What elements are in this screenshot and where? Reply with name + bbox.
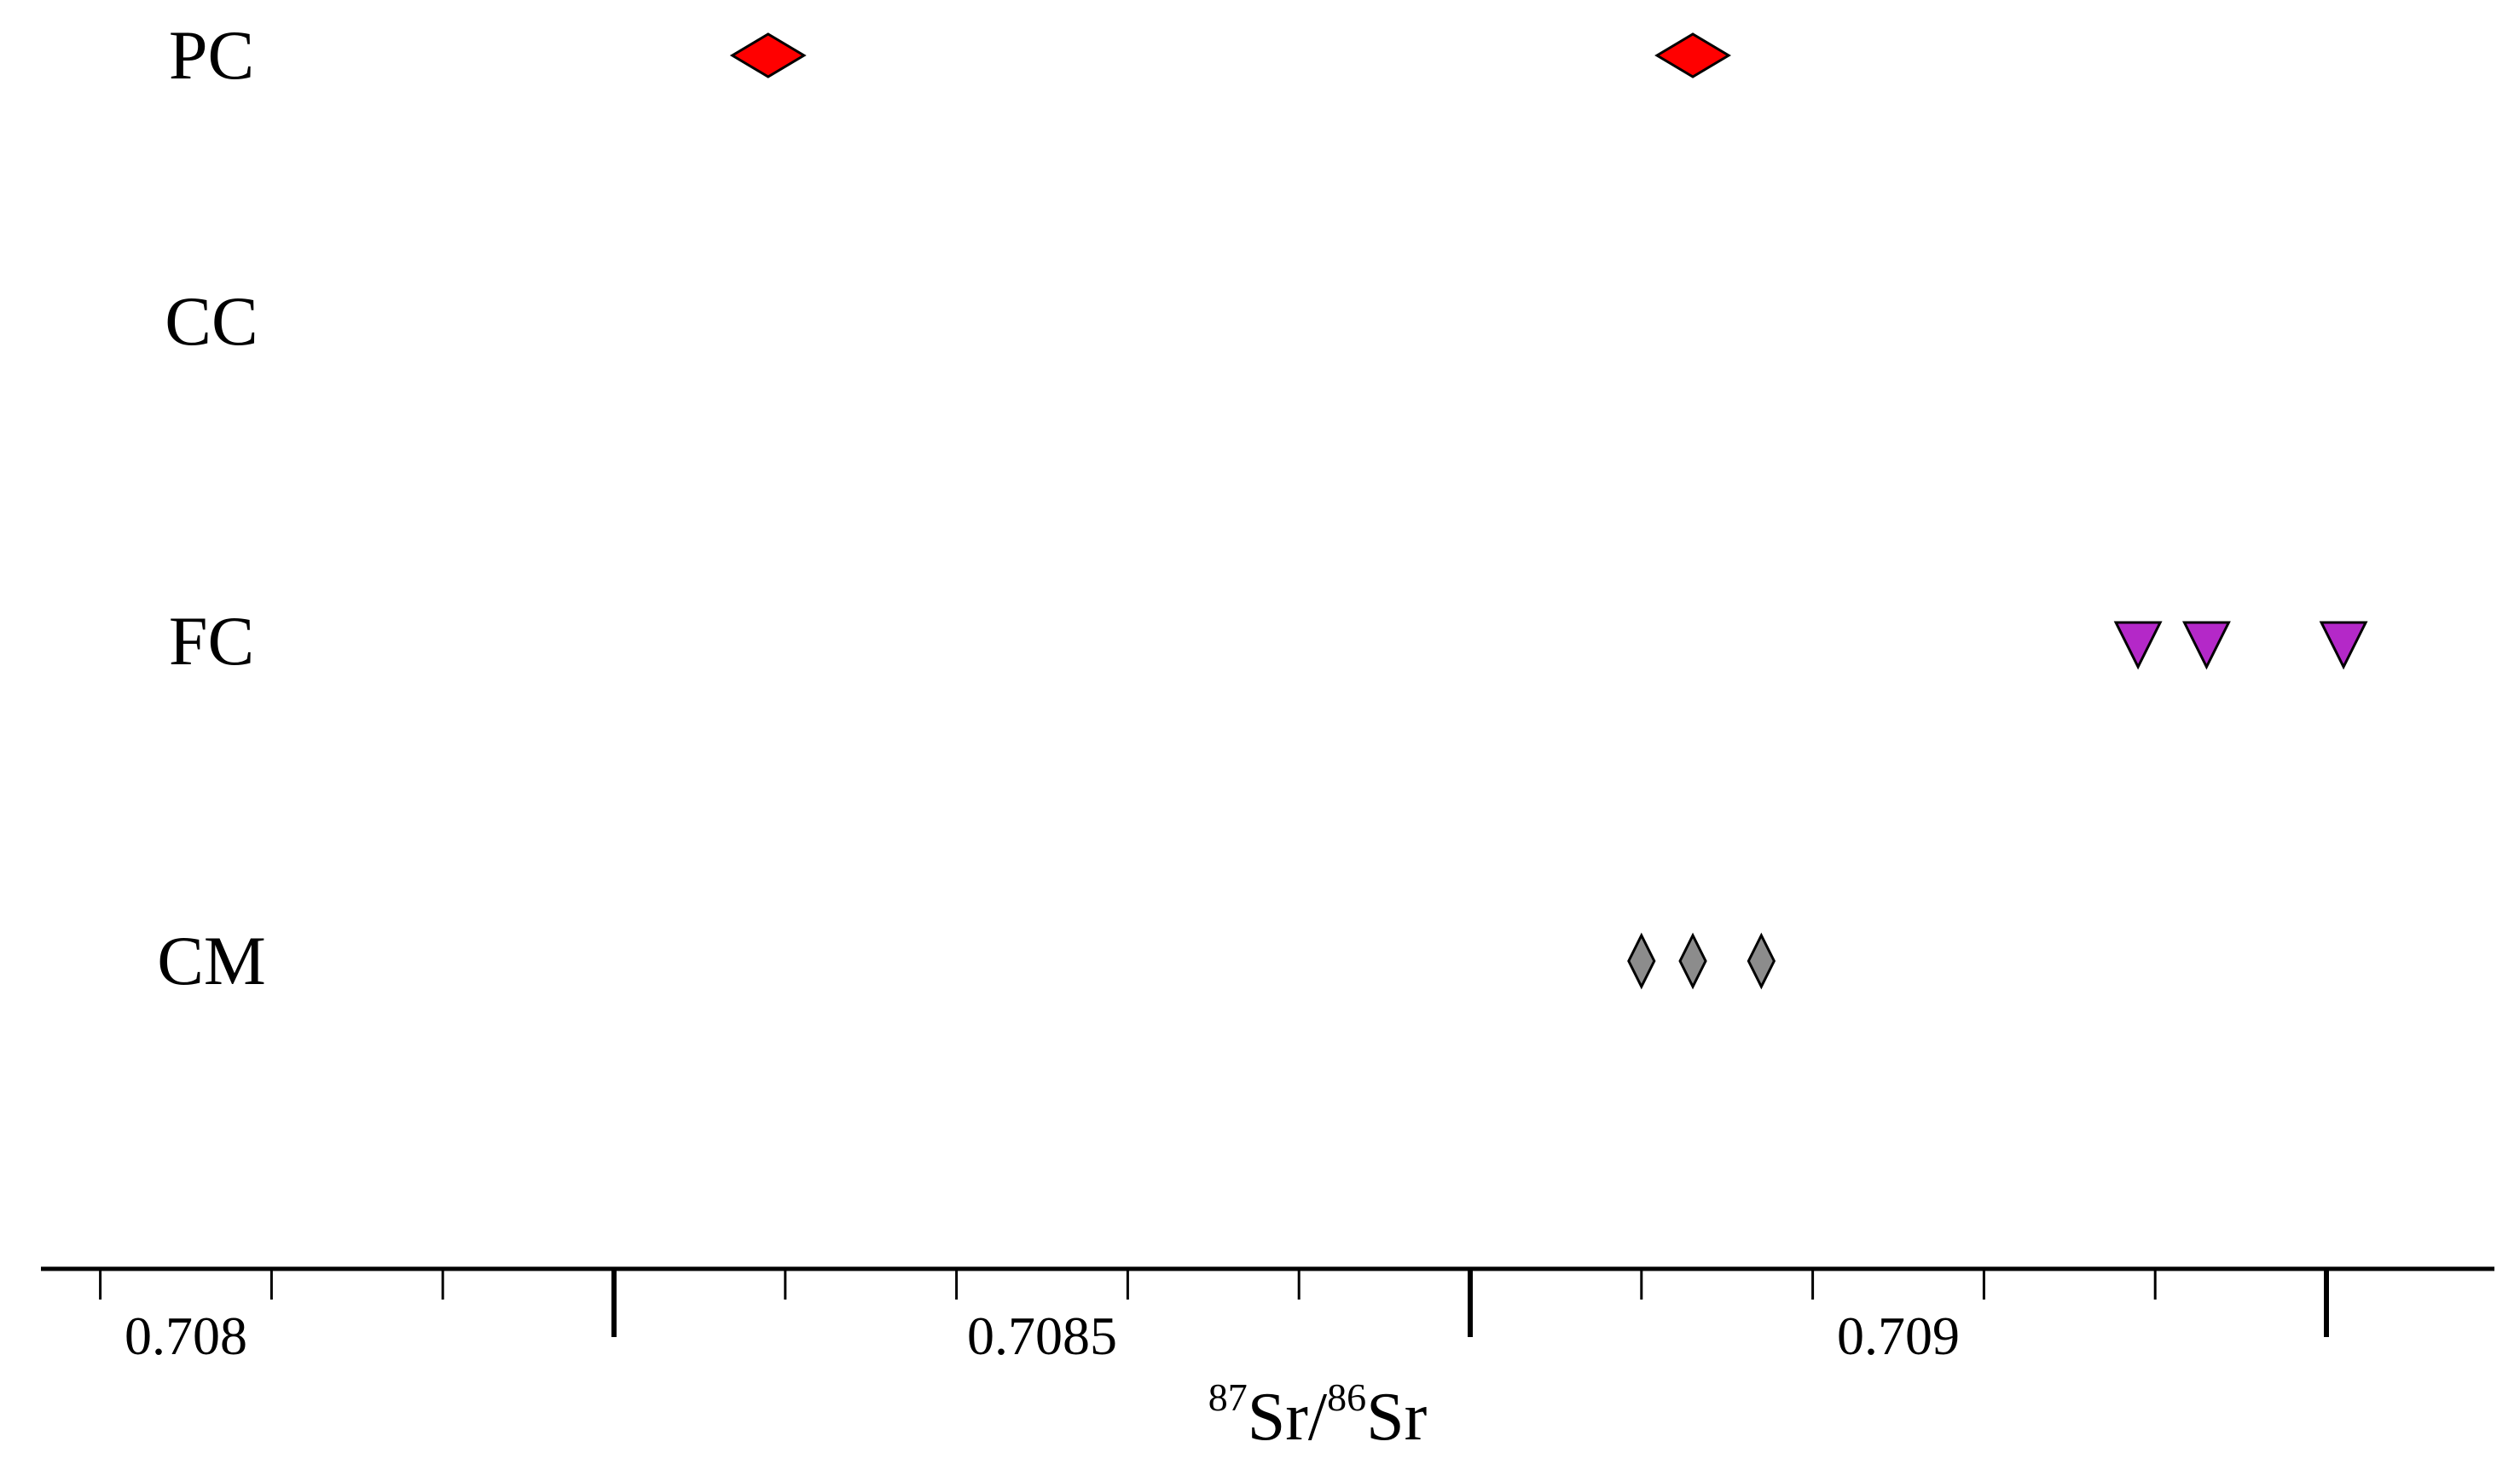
marker-cm-2 [1747, 932, 1776, 990]
x-tick-label: 0.708 [125, 1306, 247, 1366]
x-tick-label: 0.709 [1837, 1306, 1960, 1366]
category-label-cm: CM [157, 922, 266, 999]
marker-cm-1 [1678, 932, 1707, 990]
x-axis-label-sup-87: 87 [1208, 1375, 1248, 1419]
category-label-fc: FC [169, 602, 254, 680]
x-tick-label: 0.7085 [967, 1306, 1117, 1366]
marker-pc-0 [729, 32, 807, 78]
marker-pc-1 [1654, 32, 1731, 78]
marker-fc-2 [2319, 621, 2368, 670]
marker-cm-0 [1627, 932, 1656, 990]
x-axis-label-sr: Sr [1366, 1380, 1427, 1455]
category-label-cc: CC [165, 282, 258, 360]
category-labels: PC CC FC CM [157, 16, 266, 999]
marker-fc-0 [2113, 621, 2163, 670]
x-axis-label-sr-slash: Sr/ [1248, 1380, 1328, 1455]
x-axis-label: 87Sr/86Sr [1208, 1375, 1428, 1455]
data-markers [729, 32, 2368, 990]
x-axis-label-sup-86: 86 [1327, 1375, 1366, 1419]
category-label-pc: PC [169, 16, 254, 94]
marker-fc-1 [2182, 621, 2231, 670]
